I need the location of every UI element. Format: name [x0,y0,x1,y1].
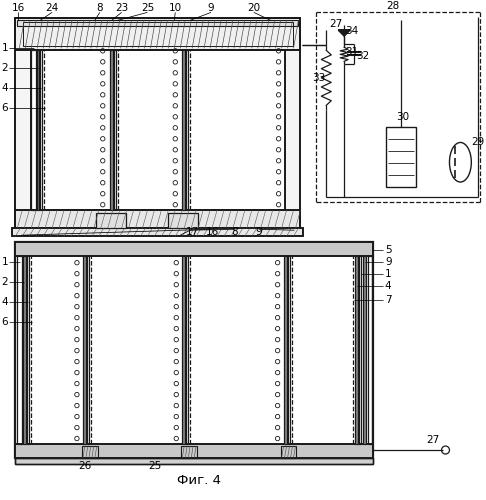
Polygon shape [16,210,300,228]
Text: 26: 26 [78,461,91,471]
Polygon shape [338,30,350,36]
Polygon shape [283,256,287,444]
Text: 1: 1 [385,269,392,279]
Text: 5: 5 [385,245,392,255]
Polygon shape [16,18,300,50]
Polygon shape [16,444,373,458]
Polygon shape [23,256,26,444]
Text: 20: 20 [247,4,260,14]
Text: 7: 7 [385,295,392,305]
Polygon shape [363,256,366,444]
Text: 17: 17 [186,227,199,237]
Text: 1: 1 [2,44,8,54]
Text: 28: 28 [386,2,399,12]
Text: 9: 9 [256,227,262,237]
Text: Фиг. 4: Фиг. 4 [177,474,221,486]
Polygon shape [17,20,298,26]
Polygon shape [182,256,185,444]
Text: 32: 32 [356,52,370,62]
Text: 2: 2 [2,277,8,287]
Polygon shape [182,50,185,210]
Text: 34: 34 [346,26,359,36]
Text: 27: 27 [426,435,439,445]
Text: 29: 29 [471,138,485,147]
Text: 4: 4 [385,281,392,291]
Text: 6: 6 [2,317,8,327]
Polygon shape [110,50,113,210]
Polygon shape [168,213,198,228]
Text: 27: 27 [330,20,343,30]
Text: 9: 9 [208,4,214,14]
Text: 4: 4 [2,84,8,94]
Text: 1: 1 [2,257,8,267]
Text: 8: 8 [231,227,238,237]
Text: 4: 4 [2,297,8,307]
Text: 8: 8 [96,4,103,14]
Text: 9: 9 [385,257,392,267]
Polygon shape [16,242,373,256]
Text: 10: 10 [169,4,182,14]
Polygon shape [83,256,86,444]
Text: 2: 2 [2,64,8,74]
Text: 16: 16 [206,227,219,237]
Text: 33: 33 [312,74,325,84]
Text: 16: 16 [12,4,25,14]
Text: 23: 23 [115,4,128,14]
Polygon shape [96,213,125,228]
Polygon shape [16,458,373,464]
Polygon shape [12,228,303,236]
Text: 24: 24 [46,4,59,14]
Text: 25: 25 [141,4,154,14]
Polygon shape [355,256,358,444]
Polygon shape [16,50,31,210]
Text: 30: 30 [396,112,409,122]
Text: 6: 6 [2,104,8,114]
Text: 31: 31 [346,48,359,58]
Polygon shape [37,50,39,210]
Text: 25: 25 [148,461,161,471]
Polygon shape [285,50,300,210]
